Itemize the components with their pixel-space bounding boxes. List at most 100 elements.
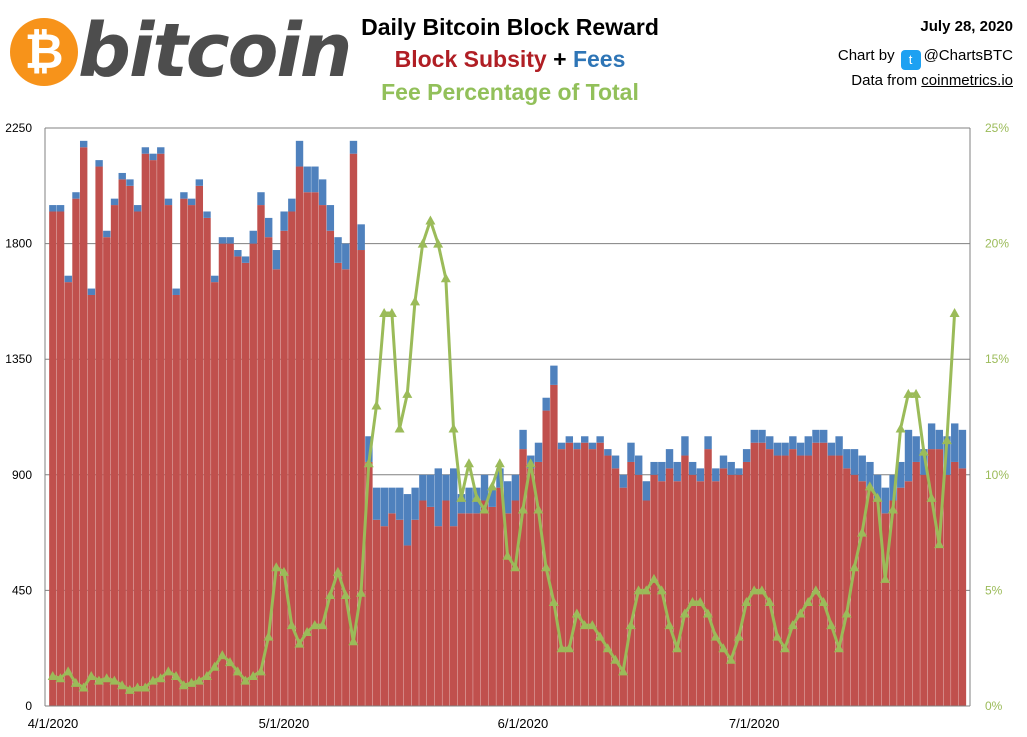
fees-bar — [226, 237, 234, 244]
fee-pct-marker — [926, 492, 937, 502]
subsidy-bar — [735, 474, 743, 706]
subsidy-bar — [796, 455, 805, 706]
fee-pct-marker — [687, 596, 698, 606]
fee-pct-marker — [317, 620, 328, 630]
subsidy-bar — [342, 269, 350, 706]
y-right-tick-label: 20% — [985, 237, 1009, 251]
subsidy-bar — [573, 449, 581, 706]
subsidy-bar — [665, 468, 674, 706]
fees-bar — [349, 140, 358, 154]
fees-bar — [357, 224, 365, 251]
fee-pct-marker — [171, 670, 182, 680]
subsidy-bar — [326, 230, 335, 706]
subsidy-bar — [280, 230, 288, 706]
fee-pct-marker — [672, 643, 683, 653]
fee-pct-marker — [93, 675, 104, 685]
fees-bar — [396, 487, 404, 520]
fees-bar — [573, 442, 581, 450]
fees-bar — [318, 179, 327, 206]
subsidy-bar — [550, 384, 558, 706]
bitcoin-coin-icon: ₿ — [10, 18, 78, 86]
fee-pct-marker — [664, 620, 675, 630]
subsidy-bar — [789, 449, 797, 706]
subsidy-bar — [858, 481, 866, 706]
fee-pct-marker — [479, 504, 490, 514]
twitter-handle[interactable]: @ChartsBTC — [923, 47, 1013, 64]
fees-bar — [927, 423, 936, 450]
fees-bar — [141, 147, 150, 154]
fee-pct-marker — [548, 596, 559, 606]
fee-pct-marker — [541, 562, 552, 572]
subsidy-bar — [295, 166, 304, 707]
fee-pct-marker — [278, 566, 289, 576]
fee-pct-marker — [764, 596, 775, 606]
subsidy-bar — [488, 506, 496, 706]
fees-bar — [342, 243, 350, 270]
fee-pct-marker — [356, 587, 367, 597]
fee-pct-marker — [78, 682, 89, 692]
fee-pct-marker — [55, 673, 66, 683]
subsidy-bar — [49, 211, 57, 706]
fee-pct-marker — [810, 585, 821, 595]
fees-bar — [241, 256, 250, 263]
fee-pct-marker — [587, 620, 598, 630]
fee-pct-marker — [271, 562, 282, 572]
fees-bar — [56, 205, 65, 212]
fee-pct-marker — [209, 661, 220, 671]
subsidy-bar — [234, 256, 242, 706]
fee-pct-marker — [63, 666, 74, 676]
fee-pct-marker — [263, 631, 274, 641]
y-left-tick-label: 0 — [25, 699, 32, 713]
fees-bar — [557, 442, 566, 450]
data-source-link[interactable]: coinmetrics.io — [921, 72, 1013, 89]
subsidy-bar — [349, 153, 358, 706]
subsidy-bar — [426, 506, 435, 706]
fee-pct-marker — [155, 673, 166, 683]
fees-bar — [372, 487, 381, 520]
subsidy-bar — [180, 198, 188, 706]
chart-by-prefix: Chart by — [837, 47, 895, 64]
subsidy-bar — [642, 500, 651, 706]
fees-bar — [434, 468, 442, 527]
fee-pct-marker — [857, 527, 868, 537]
fees-bar — [773, 442, 782, 456]
fees-bar — [403, 494, 412, 546]
x-tick-label: 7/1/2020 — [729, 716, 780, 731]
fees-bar — [503, 481, 512, 514]
subsidy-bar — [87, 294, 96, 706]
subsidy-bar — [334, 262, 342, 706]
fees-bar — [442, 474, 450, 501]
credit-line: Chart by t @ChartsBTC — [838, 45, 1013, 70]
fees-bar — [604, 449, 612, 456]
subsidy-bar — [103, 237, 111, 706]
fees-bar — [912, 436, 920, 462]
y-right-tick-label: 5% — [985, 583, 1003, 597]
fee-pct-marker — [633, 585, 644, 595]
subsidy-bar — [889, 500, 897, 706]
fees-bar — [511, 474, 520, 501]
subsidy-bar — [958, 468, 967, 706]
subsidy-bar — [773, 455, 782, 706]
subsidy-bar — [511, 500, 520, 706]
fee-pct-marker — [255, 666, 266, 676]
fees-bar — [411, 487, 419, 520]
fees-bar — [49, 205, 57, 212]
subsidy-bar — [866, 487, 874, 706]
subsidy-bar — [396, 519, 404, 706]
fee-pct-marker — [517, 504, 528, 514]
fee-pct-marker — [872, 492, 883, 502]
fee-pct-marker — [471, 492, 482, 502]
fee-pct-marker — [934, 539, 945, 549]
fee-pct-marker — [402, 388, 413, 398]
fee-pct-marker — [880, 573, 891, 583]
fees-bar — [457, 494, 466, 514]
subsidy-bar — [742, 461, 751, 706]
bitcoin-logo: ₿ bitcoin — [10, 8, 352, 94]
fee-pct-marker — [494, 458, 505, 468]
fee-pct-marker — [903, 388, 914, 398]
subsidy-bar — [688, 474, 697, 706]
fees-bar — [750, 429, 759, 443]
fees-bar — [843, 449, 851, 469]
fees-bar — [388, 487, 396, 514]
